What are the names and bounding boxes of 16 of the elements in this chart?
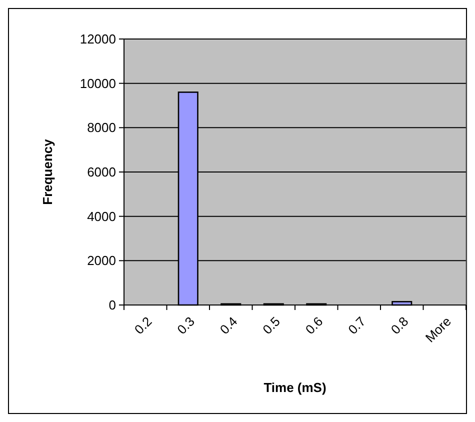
y-tick-label: 2000	[87, 253, 116, 268]
y-tick-label: 4000	[87, 208, 116, 224]
x-tick-label: 0.3	[174, 314, 198, 338]
x-tick-label: 0.7	[345, 314, 368, 338]
x-tick-label: 0.2	[131, 314, 155, 338]
y-tick-label: 8000	[87, 120, 116, 136]
x-tick-label: 0.6	[302, 314, 326, 338]
y-tick-label: 10000	[80, 76, 116, 91]
y-axis-title: Frequency	[40, 138, 55, 205]
y-tick-label: 6000	[87, 164, 116, 180]
x-tick-label: 0.5	[260, 314, 283, 338]
x-tick-label: 0.4	[216, 314, 240, 338]
y-tick-label: 0	[108, 298, 116, 313]
x-tick-label: 0.8	[388, 314, 412, 338]
x-axis-title: Time (mS)	[264, 380, 326, 395]
y-tick-label: 12000	[80, 32, 116, 47]
